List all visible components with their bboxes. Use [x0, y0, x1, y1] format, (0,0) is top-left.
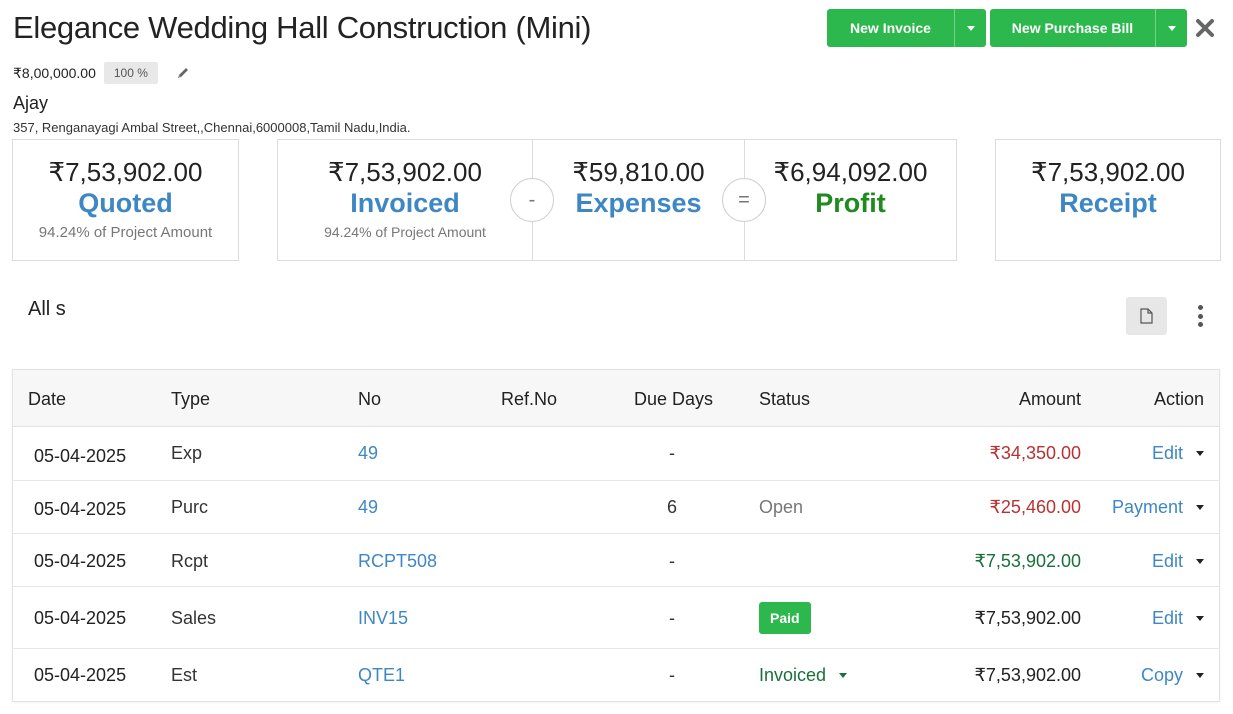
- expenses-label[interactable]: Expenses: [575, 188, 702, 218]
- profit-label: Profit: [815, 188, 886, 218]
- row-amount: ₹7,53,902.00: [974, 665, 1081, 685]
- row-due-days: 6: [666, 497, 677, 517]
- quoted-card: ₹7,53,902.00 Quoted 94.24% of Project Am…: [12, 139, 239, 261]
- status-dropdown[interactable]: Invoiced: [759, 665, 848, 686]
- row-number-link[interactable]: 49: [358, 497, 379, 517]
- row-action-label[interactable]: Payment: [1111, 497, 1183, 517]
- percent-badge: 100 %: [103, 62, 158, 84]
- minus-operator: -: [510, 178, 554, 222]
- row-type: Purc: [171, 497, 209, 517]
- column-due-days: Due Days: [634, 389, 714, 409]
- row-action-label[interactable]: Edit: [1151, 608, 1183, 628]
- chevron-down-icon[interactable]: [1196, 559, 1204, 564]
- row-status: Paid: [759, 602, 811, 634]
- row-type: Exp: [171, 443, 203, 463]
- row-number-link[interactable]: RCPT508: [358, 551, 438, 571]
- invoiced-label[interactable]: Invoiced: [350, 188, 460, 218]
- row-action-label[interactable]: Edit: [1151, 443, 1183, 463]
- table-row: 05-04-2025 Purc 49 6 Open ₹25,460.00 Pay…: [13, 481, 1219, 534]
- row-type: Rcpt: [171, 551, 209, 571]
- receipt-card: ₹7,53,902.00 Receipt: [995, 139, 1221, 261]
- row-type: Est: [171, 665, 198, 685]
- table-row: 05-04-2025 Rcpt RCPT508 - ₹7,53,902.00 E…: [13, 534, 1219, 587]
- receipt-value: ₹7,53,902.00: [1031, 157, 1185, 187]
- quoted-note: 94.24% of Project Amount: [38, 224, 213, 241]
- new-invoice-dropdown-toggle[interactable]: [954, 9, 986, 47]
- section-title: All s: [28, 298, 66, 320]
- column-action: Action: [1153, 389, 1204, 409]
- quoted-value: ₹7,53,902.00: [48, 157, 203, 187]
- quoted-label[interactable]: Quoted: [78, 188, 173, 218]
- row-number-link[interactable]: 49: [358, 443, 379, 463]
- table-row: 05-04-2025 Sales INV15 - Paid ₹7,53,902.…: [13, 587, 1219, 649]
- row-type: Sales: [171, 608, 217, 628]
- client-name: Ajay: [13, 93, 49, 113]
- column-amount: Amount: [1018, 389, 1081, 409]
- project-amount-line: ₹8,00,000.00 100 %: [13, 62, 190, 84]
- chevron-down-icon[interactable]: [1196, 673, 1204, 678]
- row-date: 05-04-2025: [34, 665, 127, 685]
- table-row: 05-04-2025 Exp 49 - ₹34,350.00 Edit: [13, 427, 1219, 481]
- row-amount: ₹34,350.00: [989, 443, 1081, 463]
- new-purchase-bill-dropdown-toggle[interactable]: [1155, 9, 1187, 47]
- paid-badge: Paid: [759, 602, 811, 634]
- row-action-payment[interactable]: Payment: [1112, 497, 1204, 518]
- financial-summary-card: ₹7,53,902.00 Invoiced 94.24% of Project …: [277, 139, 957, 261]
- row-due-days: -: [669, 443, 675, 463]
- row-amount: ₹7,53,902.00: [974, 551, 1081, 571]
- project-amount: ₹8,00,000.00: [13, 64, 96, 81]
- row-action-copy[interactable]: Copy: [1141, 665, 1204, 686]
- column-status: Status: [759, 389, 811, 409]
- document-icon: [1140, 308, 1153, 324]
- column-type: Type: [171, 389, 211, 409]
- row-action-edit[interactable]: Edit: [1152, 551, 1204, 572]
- invoiced-value: ₹7,53,902.00: [328, 157, 482, 187]
- column-date: Date: [28, 389, 67, 409]
- table-header: Date Type No Ref.No Due Days Status Amou…: [13, 370, 1219, 427]
- row-due-days: -: [669, 608, 675, 628]
- expenses-value: ₹59,810.00: [572, 157, 705, 187]
- page-title: Elegance Wedding Hall Construction (Mini…: [13, 10, 592, 45]
- profit-value: ₹6,94,092.00: [773, 157, 928, 187]
- row-number-link[interactable]: QTE1: [358, 665, 406, 685]
- row-action-edit[interactable]: Edit: [1152, 443, 1204, 464]
- receipt-label[interactable]: Receipt: [1059, 188, 1157, 218]
- client-address: 357, Renganayagi Ambal Street,,Chennai,6…: [13, 120, 411, 135]
- chevron-down-icon[interactable]: [1196, 616, 1204, 621]
- row-due-days: -: [669, 551, 675, 571]
- new-invoice-button[interactable]: New Invoice: [850, 20, 931, 36]
- row-number-link[interactable]: INV15: [358, 608, 409, 628]
- row-amount: ₹25,460.00: [989, 497, 1081, 517]
- close-icon[interactable]: [1194, 17, 1216, 39]
- transactions-table: Date Type No Ref.No Due Days Status Amou…: [12, 369, 1220, 702]
- kebab-menu-icon[interactable]: [1190, 303, 1210, 329]
- column-ref-no: Ref.No: [501, 389, 558, 409]
- table-row: 05-04-2025 Est QTE1 - Invoiced ₹7,53,902…: [13, 649, 1219, 701]
- new-purchase-bill-button-group: New Purchase Bill: [990, 9, 1187, 47]
- chevron-down-icon[interactable]: [839, 673, 848, 678]
- chevron-down-icon: [966, 25, 975, 31]
- row-date: 05-04-2025: [34, 446, 127, 466]
- row-status: Open: [759, 497, 804, 517]
- row-date: 05-04-2025: [34, 499, 127, 519]
- new-invoice-button-group: New Invoice: [827, 9, 986, 47]
- column-no: No: [358, 389, 382, 409]
- row-action-label[interactable]: Edit: [1151, 551, 1183, 571]
- chevron-down-icon[interactable]: [1196, 505, 1204, 510]
- pencil-icon[interactable]: [176, 66, 190, 80]
- new-purchase-bill-button[interactable]: New Purchase Bill: [1011, 20, 1134, 36]
- chevron-down-icon: [1167, 25, 1176, 31]
- row-due-days: -: [669, 665, 675, 685]
- row-action-label[interactable]: Copy: [1140, 665, 1183, 685]
- invoiced-note: 94.24% of Project Amount: [324, 224, 486, 240]
- row-amount: ₹7,53,902.00: [974, 608, 1081, 628]
- equals-operator: =: [722, 178, 766, 222]
- row-date: 05-04-2025: [34, 551, 127, 571]
- chevron-down-icon[interactable]: [1196, 451, 1204, 456]
- row-date: 05-04-2025: [34, 608, 127, 628]
- row-status[interactable]: Invoiced: [759, 665, 827, 685]
- export-document-button[interactable]: [1126, 297, 1167, 335]
- row-action-edit[interactable]: Edit: [1152, 608, 1204, 629]
